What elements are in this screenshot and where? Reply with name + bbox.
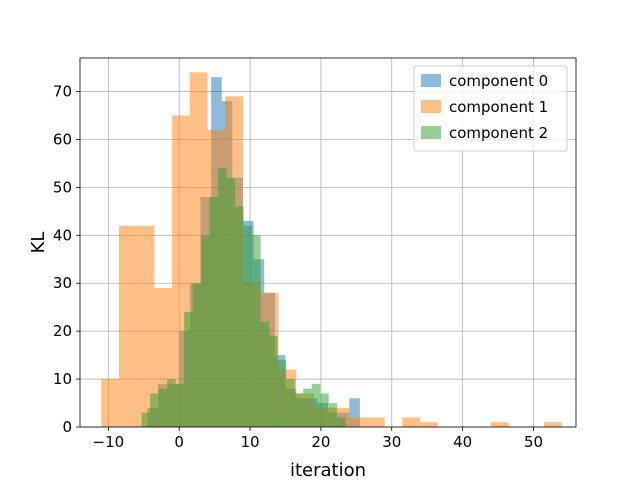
x-tick-label: 40 — [453, 433, 472, 451]
legend-swatch-0 — [421, 74, 441, 87]
histogram-bar — [269, 335, 278, 427]
bars — [101, 72, 562, 428]
histogram-bar — [192, 283, 202, 427]
legend-label-1: component 1 — [449, 98, 548, 116]
histogram-bar — [349, 417, 367, 427]
y-tick-label: 20 — [53, 322, 72, 340]
histogram-bar — [209, 196, 219, 427]
histogram-bar — [420, 422, 438, 427]
histogram-bar — [150, 393, 159, 427]
histogram-bar — [260, 321, 270, 427]
histogram-bar — [328, 403, 338, 427]
y-tick-label: 0 — [62, 418, 72, 436]
histogram-bar — [226, 177, 236, 427]
histogram-bar — [349, 398, 360, 427]
y-tick-label: 40 — [53, 226, 72, 244]
y-tick-label: 10 — [53, 370, 72, 388]
histogram-bar — [311, 383, 321, 427]
x-axis-label: iteration — [290, 460, 366, 480]
legend-swatch-1 — [421, 100, 441, 113]
legend-label-2: component 2 — [449, 124, 548, 142]
histogram-bar — [286, 379, 295, 427]
plot-frame — [79, 57, 577, 428]
histogram-bar — [277, 359, 287, 427]
histogram-bar — [294, 393, 304, 427]
y-tick-label: 50 — [53, 178, 72, 196]
histogram-bar — [158, 388, 168, 427]
x-tick-label: 10 — [241, 433, 260, 451]
y-tick-label: 30 — [53, 274, 72, 292]
histogram-bar — [366, 417, 385, 427]
histogram-bar — [490, 422, 509, 427]
legend-label-0: component 0 — [449, 72, 548, 90]
histogram-bar — [252, 235, 261, 427]
histogram-bar — [141, 412, 151, 427]
histogram-bar — [544, 422, 562, 427]
y-tick-label: 70 — [53, 83, 72, 101]
x-tick-label: 20 — [311, 433, 330, 451]
series-2-bars — [141, 168, 346, 428]
histogram-bar — [218, 168, 227, 428]
x-tick-label: −10 — [93, 433, 125, 451]
y-axis-label: KL — [28, 232, 49, 254]
y-tick-label: 60 — [53, 130, 72, 148]
histogram-bar — [101, 379, 119, 427]
histogram-bar — [201, 235, 210, 427]
histogram-bar — [337, 417, 346, 427]
histogram-bar — [136, 225, 155, 427]
histogram-bar — [175, 383, 185, 427]
histogram-bar — [243, 225, 253, 427]
axis-ticks: −10 0 10 20 30 40 50 0 10 20 30 40 50 60 70 — [53, 83, 543, 451]
x-tick-label: 30 — [382, 433, 401, 451]
x-tick-label: 50 — [524, 433, 543, 451]
histogram-bar — [184, 311, 193, 427]
histogram-bar — [118, 225, 137, 427]
histogram-bar — [235, 206, 244, 427]
histogram-bar — [320, 393, 329, 427]
histogram-bar — [303, 388, 312, 427]
legend-swatch-2 — [421, 126, 441, 139]
legend-box — [413, 65, 568, 152]
histogram-bar — [402, 417, 421, 427]
histogram-bar — [167, 379, 176, 427]
x-tick-label: 0 — [174, 433, 184, 451]
legend: component 0 component 1 component 2 — [413, 65, 568, 152]
